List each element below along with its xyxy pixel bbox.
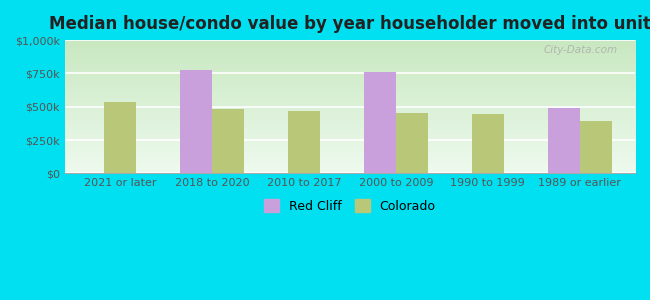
Bar — [212, 110, 244, 173]
Bar — [104, 102, 136, 173]
Title: Median house/condo value by year householder moved into unit: Median house/condo value by year househo… — [49, 15, 650, 33]
Bar — [548, 108, 580, 173]
Bar — [364, 72, 396, 173]
Bar — [580, 122, 612, 173]
Bar — [396, 113, 428, 173]
Bar — [288, 111, 320, 173]
Text: City-Data.com: City-Data.com — [544, 45, 618, 56]
Bar — [472, 114, 504, 173]
Bar — [180, 70, 212, 173]
Legend: Red Cliff, Colorado: Red Cliff, Colorado — [259, 194, 441, 218]
